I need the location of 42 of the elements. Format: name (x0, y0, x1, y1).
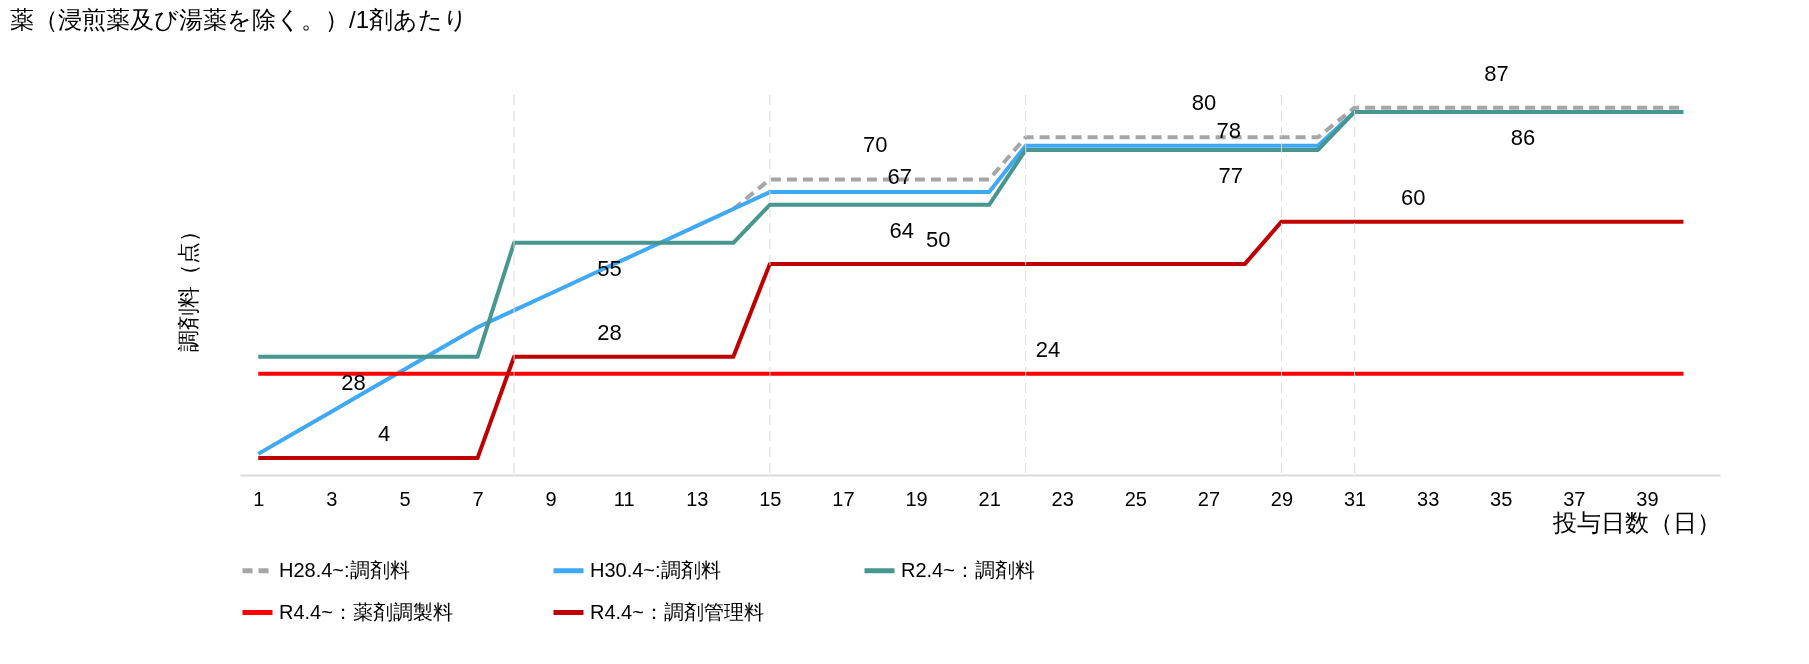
data-label: 67 (887, 164, 912, 190)
legend-label: R4.4~：薬剤調製料 (279, 600, 453, 623)
y-axis-title: 調剤料（点） (175, 219, 201, 352)
data-label: 60 (1401, 184, 1426, 210)
x-tick-label: 13 (686, 487, 709, 510)
x-tick-label: 39 (1636, 487, 1659, 510)
chart-title: 薬（浸煎薬及び湯薬を除く。）/1剤あたり (10, 5, 469, 33)
data-label: 70 (862, 132, 888, 158)
x-tick-label: 35 (1490, 487, 1513, 510)
x-tick-label: 29 (1270, 487, 1294, 510)
x-tick-label: 7 (472, 487, 484, 510)
x-tick-label: 1 (253, 487, 265, 510)
x-axis-title: 投与日数（日） (1551, 508, 1721, 536)
x-tick-label: 5 (399, 487, 411, 510)
x-tick-label: 3 (326, 487, 338, 510)
legend-label: H28.4~:調剤料 (279, 558, 410, 581)
data-label: 24 (1035, 336, 1061, 362)
x-tick-label: 25 (1124, 487, 1147, 510)
legend-label: H30.4~:調剤料 (590, 558, 721, 581)
data-label: 80 (1191, 90, 1217, 116)
data-label: 87 (1484, 60, 1509, 86)
legend-label: R2.4~：調剤料 (901, 558, 1035, 581)
data-label: 77 (1218, 162, 1243, 188)
data-label: 50 (926, 226, 951, 252)
x-tick-label: 21 (978, 487, 1001, 510)
data-label: 86 (1510, 124, 1536, 150)
x-tick-label: 33 (1417, 487, 1440, 510)
x-tick-label: 27 (1197, 487, 1221, 510)
data-label: 28 (341, 369, 366, 395)
x-tick-label: 11 (613, 487, 635, 510)
data-label: 28 (597, 319, 622, 345)
data-label: 4 (377, 421, 391, 447)
x-tick-label: 23 (1051, 487, 1074, 510)
x-tick-label: 15 (759, 487, 782, 510)
x-tick-label: 37 (1563, 487, 1586, 510)
data-label: 78 (1216, 117, 1241, 143)
data-label: 64 (889, 217, 914, 243)
x-tick-label: 31 (1343, 487, 1367, 510)
x-tick-label: 19 (905, 487, 928, 510)
x-tick-label: 17 (832, 487, 855, 510)
x-tick-label: 9 (545, 487, 557, 510)
legend-label: R4.4~：調剤管理料 (590, 600, 764, 623)
